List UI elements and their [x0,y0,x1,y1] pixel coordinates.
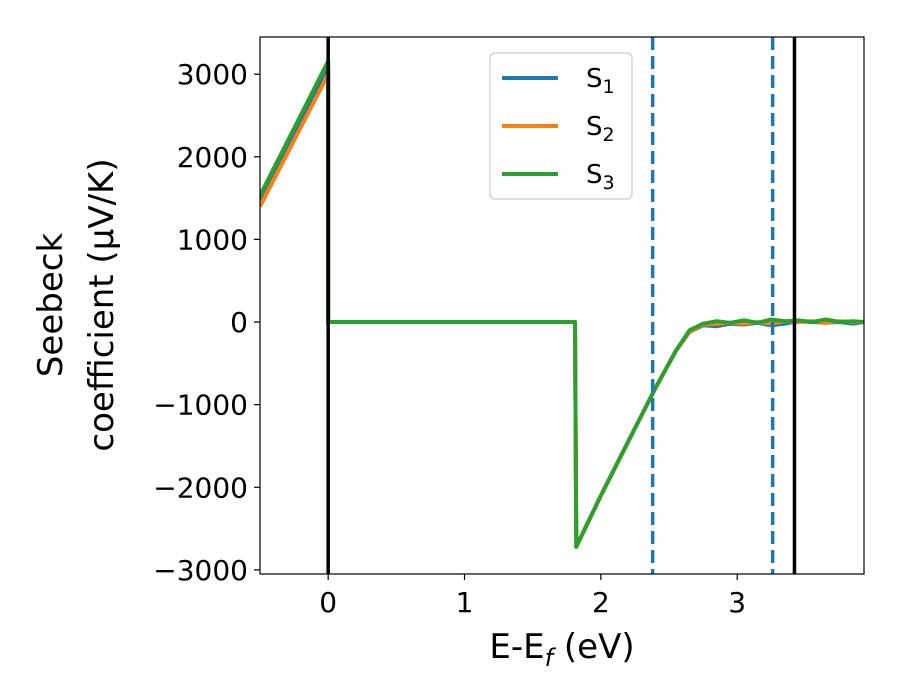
plot-area [260,37,864,574]
y-tick-label: 1000 [177,223,248,256]
legend-label-s1: S1 [586,64,615,98]
y-axis-label-2: coefficient (μV/K) [82,158,122,451]
y-axis-label-line2: coefficient (μV/K) [82,158,122,451]
y-tick-label: 0 [230,306,248,339]
y-tick-label: 2000 [177,141,248,174]
x-tick-label: 2 [592,586,610,619]
x-tick-label: 1 [456,586,474,619]
plot-frame [259,36,865,575]
y-axis-label: Seebeck [31,233,71,378]
y-tick-label: −2000 [153,471,248,504]
y-tick-label: 3000 [177,58,248,91]
y-tick-label: −3000 [153,554,248,587]
y-axis: 3000 2000 1000 0 −1000 −2000 −3000 [153,58,260,587]
x-tick-label: 0 [319,586,337,619]
x-tick-label: 3 [728,586,746,619]
legend: S1 S2 S3 [489,52,633,200]
legend-label-s2: S2 [586,112,615,146]
legend-box [489,52,633,200]
y-axis-label-line1: Seebeck [31,233,71,378]
y-tick-label: −1000 [153,389,248,422]
x-axis-label: E-Ef (eV) [489,627,634,672]
legend-label-s3: S3 [586,160,615,194]
series-line-s3 [260,59,864,549]
x-axis: 0 1 2 3 [319,574,746,619]
